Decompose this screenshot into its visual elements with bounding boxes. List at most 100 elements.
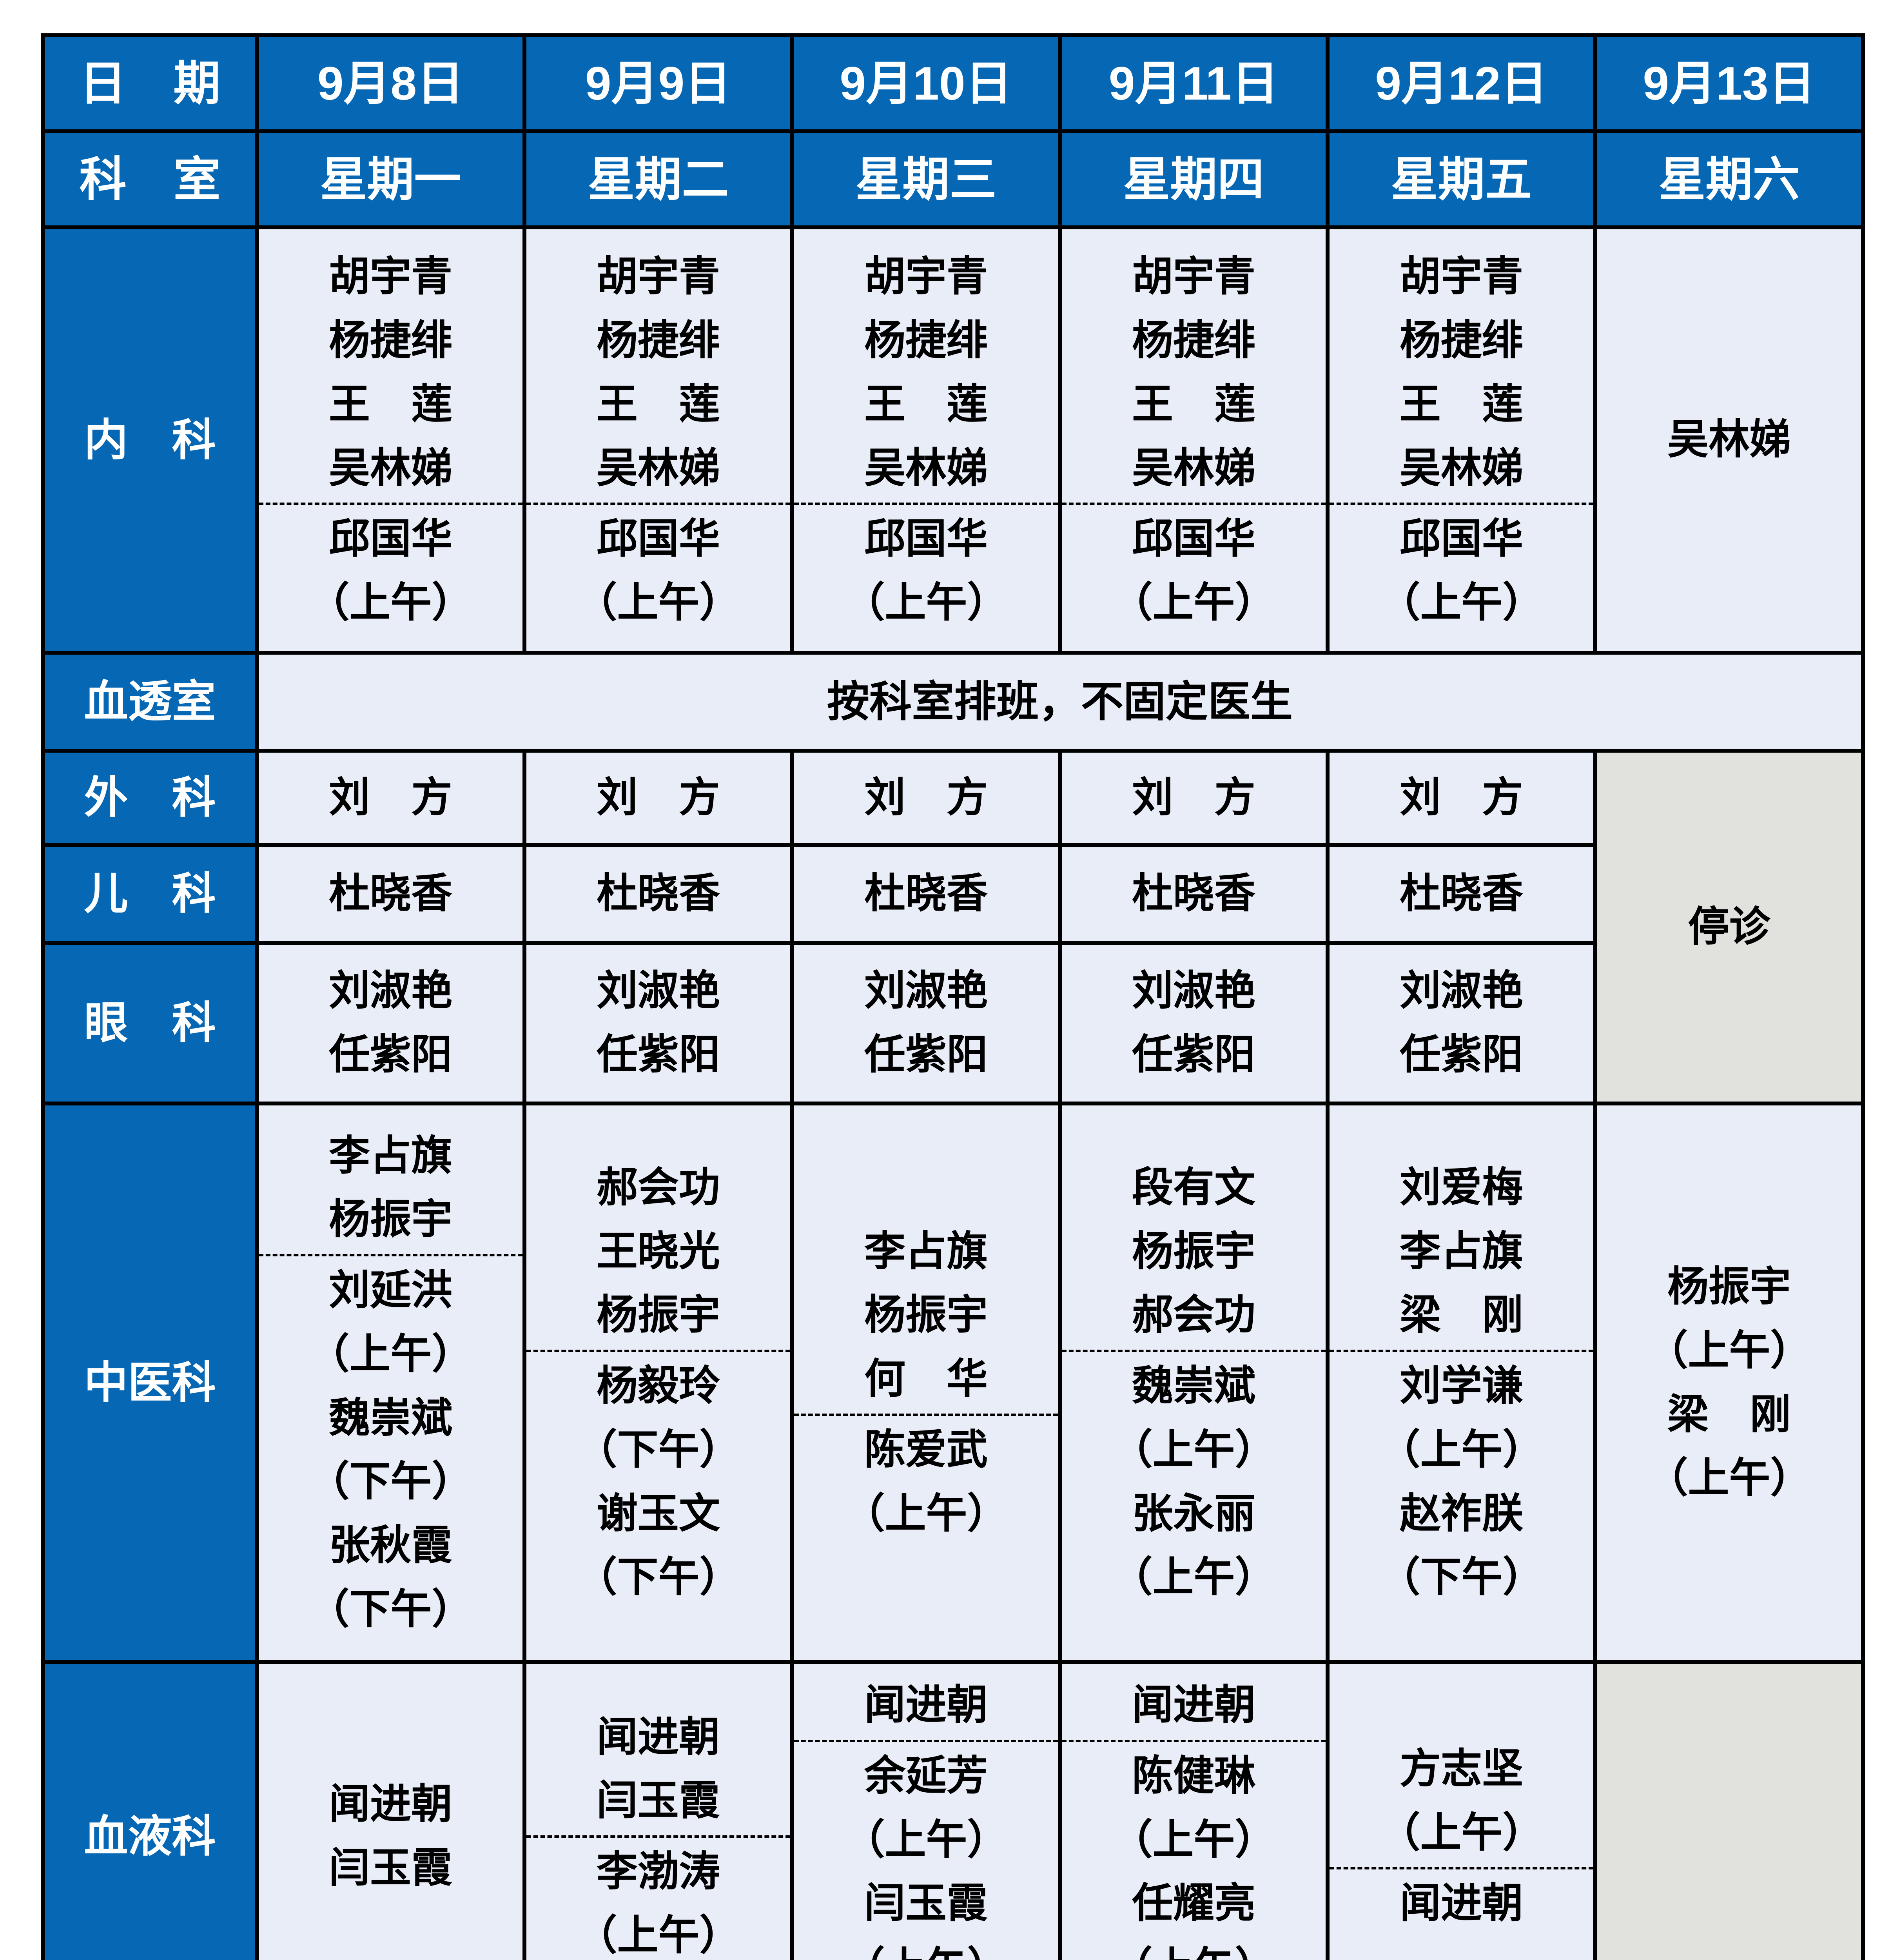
doctor-names: 闻进朝 [864, 1682, 988, 1728]
weekday-label: 星期一 [320, 153, 461, 206]
date-label: 9月9日 [585, 57, 732, 110]
weekday-label: 星期五 [1391, 153, 1532, 206]
dept-label-cell: 眼 科 [41, 941, 259, 1105]
date-label: 9月13日 [1643, 57, 1816, 110]
half-day-divider [796, 1739, 1056, 1742]
schedule-cell: 刘淑艳 任紫阳 [790, 941, 1062, 1105]
schedule-cell: 刘 方 [522, 749, 794, 847]
doctor-names: 杜晓香 [864, 870, 988, 916]
header-date-cell: 9月13日 [1593, 33, 1865, 133]
header-weekday-cell: 星期四 [1058, 129, 1330, 229]
corner-date-text: 日 期 [79, 57, 221, 110]
weekday-label: 星期三 [855, 153, 997, 206]
half-day-divider [796, 503, 1056, 505]
half-day-names: 陈爱武 （上午） [843, 1426, 1009, 1537]
schedule-cell: 胡宇青 杨捷绯 王 莲 吴林娣 邱国华 （上午） [1058, 225, 1330, 655]
doctor-names: 杜晓香 [596, 870, 720, 916]
doctor-names: 刘爱梅 李占旗 梁 刚 [1399, 1164, 1523, 1338]
half-day-divider [1064, 1350, 1324, 1352]
half-day-names: 邱国华 （上午） [843, 516, 1009, 626]
schedule-cell: 闻进朝 余延芳 （上午） 闫玉霞 （上午） [790, 1660, 1062, 1960]
doctor-names: 刘淑艳 任紫阳 [864, 968, 988, 1078]
dept-label-cell: 血液科 [41, 1660, 259, 1960]
note-text: 按科室排班，不固定医生 [827, 678, 1293, 726]
schedule-cell: 杜晓香 [522, 843, 794, 945]
header-date-cell: 9月11日 [1058, 33, 1330, 133]
doctor-names: 杜晓香 [328, 870, 452, 916]
header-date-cell: 9月10日 [790, 33, 1062, 133]
doctor-names: 刘 方 [864, 774, 988, 820]
doctor-names: 胡宇青 杨捷绯 王 莲 吴林娣 [596, 254, 720, 491]
doctor-names: 胡宇青 杨捷绯 王 莲 吴林娣 [1399, 254, 1523, 491]
date-label: 9月12日 [1375, 57, 1548, 110]
schedule-cell: 刘淑艳 任紫阳 [1058, 941, 1330, 1105]
dept-label-cell: 内 科 [41, 225, 259, 655]
doctor-names: 刘淑艳 任紫阳 [596, 968, 720, 1078]
schedule-cell: 李占旗 杨振宇 刘延洪 （上午） 魏崇斌 （下午） 张秋霞 （下午） [255, 1102, 526, 1664]
weekday-label: 星期二 [588, 153, 729, 206]
header-date-cell: 9月12日 [1326, 33, 1597, 133]
date-label: 9月10日 [840, 57, 1012, 110]
schedule-cell: 李占旗 杨振宇 何 华 陈爱武 （上午） [790, 1102, 1062, 1664]
closed-cell: 停诊 [1593, 1660, 1865, 1960]
half-day-names: 杨毅玲 （下午） 谢玉文 （下午） [576, 1363, 741, 1601]
half-day-divider [528, 1835, 788, 1838]
half-day-names: 邱国华 （上午） [1379, 516, 1544, 626]
header-weekday-cell: 星期一 [255, 129, 526, 229]
doctor-names: 郝会功 王晓光 杨振宇 [596, 1164, 720, 1338]
doctor-names: 杜晓香 [1399, 870, 1523, 916]
schedule-cell: 刘 方 [1326, 749, 1597, 847]
half-day-divider [796, 1413, 1056, 1416]
schedule-cell: 闻进朝 闫玉霞 [255, 1660, 526, 1960]
half-day-names: 邱国华 （上午） [576, 516, 741, 626]
half-day-divider [528, 503, 788, 505]
schedule-cell: 刘 方 [255, 749, 526, 847]
schedule-cell: 胡宇青 杨捷绯 王 莲 吴林娣 邱国华 （上午） [1326, 225, 1597, 655]
closed-label: 停诊 [1688, 904, 1770, 950]
schedule-cell: 胡宇青 杨捷绯 王 莲 吴林娣 邱国华 （上午） [255, 225, 526, 655]
header-weekday-cell: 星期五 [1326, 129, 1597, 229]
schedule-cell: 刘爱梅 李占旗 梁 刚 刘学谦 （上午） 赵祚朕 （下午） [1326, 1102, 1597, 1664]
corner-date-label: 日 期 [41, 33, 259, 133]
header-date-cell: 9月9日 [522, 33, 794, 133]
doctor-names: 胡宇青 杨捷绯 王 莲 吴林娣 [864, 254, 988, 491]
doctor-names: 方志坚 （上午） [1379, 1746, 1544, 1856]
schedule-cell: 杜晓香 [790, 843, 1062, 945]
half-day-names: 刘学谦 （上午） 赵祚朕 （下午） [1379, 1363, 1544, 1601]
date-label: 9月11日 [1108, 57, 1279, 110]
schedule-cell: 杜晓香 [1326, 843, 1597, 945]
weekday-label: 星期六 [1658, 153, 1800, 206]
schedule-cell: 刘淑艳 任紫阳 [522, 941, 794, 1105]
weekday-label: 星期四 [1123, 153, 1264, 206]
half-day-divider [261, 1254, 521, 1256]
schedule-cell: 刘淑艳 任紫阳 [255, 941, 526, 1105]
doctor-names: 李占旗 杨振宇 [328, 1132, 452, 1243]
half-day-divider [261, 503, 521, 505]
dept-label-cell: 血透室 [41, 651, 259, 753]
schedule-cell: 杨振宇 （上午） 梁 刚 （上午） [1593, 1102, 1865, 1664]
half-day-names: 邱国华 （上午） [1111, 516, 1276, 626]
half-day-names: 余延芳 （上午） 闫玉霞 （上午） [843, 1753, 1009, 1960]
half-day-divider [528, 1350, 788, 1352]
half-day-names: 闻进朝 [1399, 1880, 1523, 1927]
doctor-names: 闻进朝 [1132, 1682, 1255, 1728]
header-weekday-cell: 星期六 [1593, 129, 1865, 229]
doctor-names: 闻进朝 闫玉霞 [596, 1714, 720, 1824]
schedule-cell: 闻进朝 陈健琳 （上午） 任耀亮 （上午） [1058, 1660, 1330, 1960]
doctor-names: 胡宇青 杨捷绯 王 莲 吴林娣 [1132, 254, 1255, 491]
schedule-cell: 郝会功 王晓光 杨振宇 杨毅玲 （下午） 谢玉文 （下午） [522, 1102, 794, 1664]
dept-label-cell: 中医科 [41, 1102, 259, 1664]
doctor-names: 刘淑艳 任紫阳 [328, 968, 452, 1078]
schedule-cell: 杜晓香 [1058, 843, 1330, 945]
doctor-names: 吴林娣 [1667, 417, 1791, 463]
doctor-names: 刘 方 [1399, 774, 1523, 820]
half-day-divider [1331, 1867, 1591, 1870]
duty-schedule-table: 日 期 9月8日 9月9日 9月10日 9月11日 9月12日 9月13日 科 … [41, 33, 1865, 1960]
schedule-cell: 刘淑艳 任紫阳 [1326, 941, 1597, 1105]
schedule-cell: 吴林娣 [1593, 225, 1865, 655]
half-day-divider [1331, 503, 1591, 505]
header-date-cell: 9月8日 [255, 33, 526, 133]
schedule-cell: 段有文 杨振宇 郝会功 魏崇斌 （上午） 张永丽 （上午） [1058, 1102, 1330, 1664]
schedule-cell: 刘 方 [1058, 749, 1330, 847]
date-label: 9月8日 [317, 57, 464, 110]
